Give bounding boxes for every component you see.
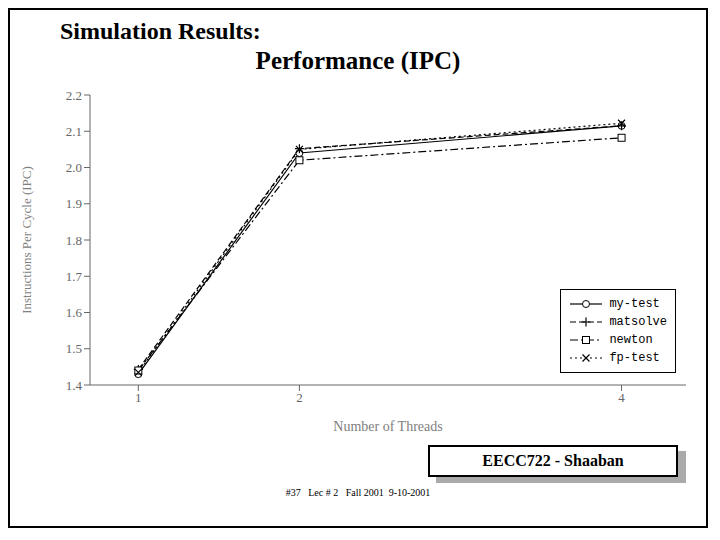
svg-text:1.8: 1.8 [66, 233, 82, 248]
svg-text:1.5: 1.5 [66, 341, 82, 356]
html-text:matsolve: matsolve [609, 315, 667, 329]
svg-text:2.2: 2.2 [66, 88, 82, 103]
svg-text:1: 1 [135, 390, 142, 405]
html-text:EECC722 - Shaaban: EECC722 - Shaaban [482, 452, 624, 469]
html-text:Performance (IPC): Performance (IPC) [255, 47, 461, 74]
svg-text:2: 2 [296, 390, 303, 405]
svg-text:1.7: 1.7 [66, 269, 83, 284]
html-text:newton: newton [609, 333, 653, 347]
svg-text:1.4: 1.4 [66, 378, 83, 393]
html-text:Simulation Results:: Simulation Results: [60, 18, 261, 44]
svg-text:Instructions Per Cycle (IPC): Instructions Per Cycle (IPC) [19, 166, 34, 314]
html-text:my-test: my-test [609, 297, 660, 311]
html-text:fp-test: fp-test [609, 351, 660, 365]
svg-text:1.9: 1.9 [66, 196, 82, 211]
svg-text:2.1: 2.1 [66, 124, 82, 139]
svg-text:4: 4 [618, 390, 625, 405]
html-text:#37 Lec # 2 Fall 2001 9-10-200: #37 Lec # 2 Fall 2001 9-10-2001 [285, 487, 431, 498]
svg-text:2.0: 2.0 [66, 160, 82, 175]
svg-text:Number of Threads: Number of Threads [333, 419, 442, 434]
svg-text:1.6: 1.6 [66, 305, 83, 320]
